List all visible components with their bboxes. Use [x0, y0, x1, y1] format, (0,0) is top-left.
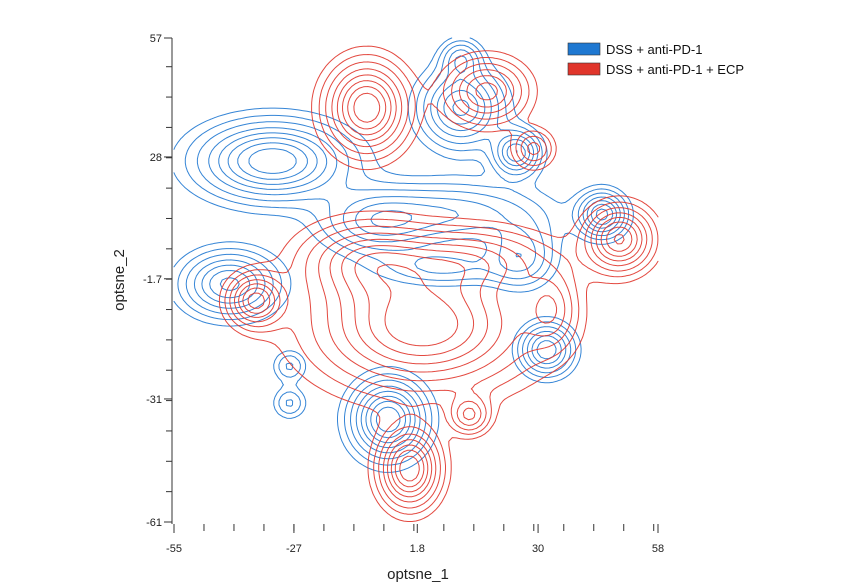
y-tick-label: 28: [150, 152, 162, 164]
contour-line: [218, 45, 659, 522]
contour-line: [234, 68, 648, 503]
plot-area: [173, 37, 659, 522]
legend-swatch-dss-anti-pd-1-ecp: [567, 62, 601, 76]
contour-line: [229, 61, 653, 509]
legend-label-dss-anti-pd-1: DSS + anti-PD-1: [606, 42, 702, 57]
contour-line: [219, 99, 609, 439]
y-axis: 57 28 -1.7 -31 -61: [143, 33, 173, 529]
contour-line: [247, 86, 633, 488]
y-tick-label: -1.7: [143, 274, 162, 286]
x-tick-label: -27: [286, 543, 302, 555]
contour-series-0: [173, 37, 634, 473]
legend: DSS + anti-PD-1 DSS + anti-PD-1 + ECP: [567, 42, 744, 77]
legend-swatch-dss-anti-pd-1: [567, 42, 601, 56]
y-tick-label: -31: [146, 394, 162, 406]
contour-line: [193, 49, 621, 454]
y-axis-title: optsne_2: [111, 249, 128, 311]
legend-label-dss-anti-pd-1-ecp: DSS + anti-PD-1 + ECP: [606, 62, 744, 77]
x-tick-label: 58: [652, 543, 664, 555]
contour-line: [177, 40, 630, 466]
y-tick-label: -61: [146, 517, 162, 529]
contour-line: [242, 80, 638, 493]
x-tick-label: -55: [166, 543, 182, 555]
contour-series-1: [218, 45, 659, 522]
contour-line: [238, 74, 643, 498]
y-tick-label: 57: [150, 33, 162, 45]
x-tick-label: 30: [532, 543, 544, 555]
contour-line: [353, 92, 625, 482]
x-tick-label: 1.8: [410, 543, 425, 555]
x-axis-title: optsne_1: [387, 566, 449, 583]
contour-line: [224, 54, 659, 515]
contour-line: [173, 37, 634, 473]
contour-line: [248, 148, 401, 433]
x-axis: -55 -27 1.8 30 58: [166, 524, 664, 555]
